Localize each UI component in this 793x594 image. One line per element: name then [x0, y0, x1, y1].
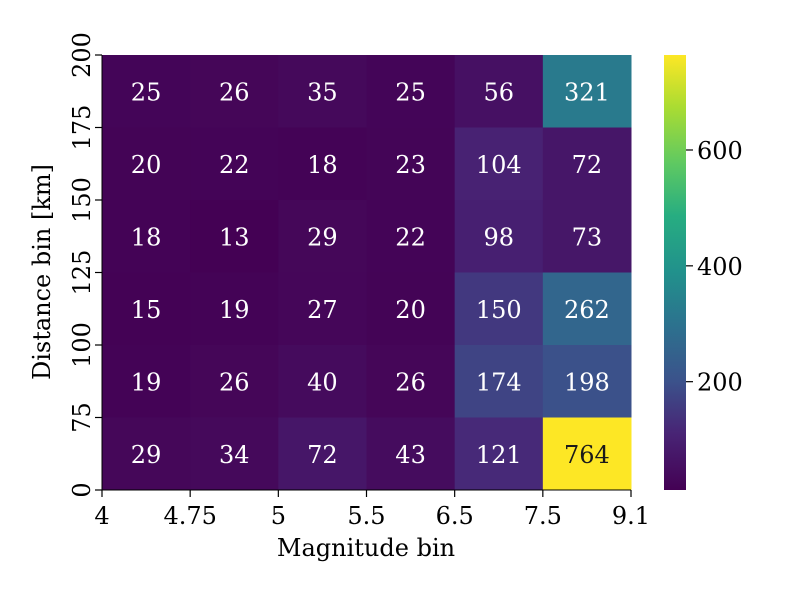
heatmap-cell	[102, 55, 191, 128]
heatmap-cell	[190, 200, 279, 273]
cell-annotations: 25 26 35 25 56 321 20 22 18 23 104 72 18 13 29 22 98 73 15…	[131, 78, 610, 469]
heatmap-cell	[454, 345, 544, 418]
heatmap-cell	[102, 417, 191, 491]
cell-value-label: 26	[219, 368, 250, 396]
heatmap-cell	[454, 200, 544, 273]
cell-value-label: 26	[395, 368, 426, 396]
heatmap-cell	[542, 55, 632, 128]
cell-value-label: 104	[476, 151, 522, 179]
heatmap-cell	[454, 127, 544, 201]
heatmap-cell	[454, 417, 544, 491]
heatmap-cell	[454, 55, 544, 128]
y-tick-label: 200	[68, 32, 96, 78]
y-tick-label: 150	[68, 177, 96, 223]
cell-value-label: 22	[395, 223, 426, 251]
heatmap-cell	[454, 272, 544, 346]
x-tick-label: 9.1	[612, 502, 650, 530]
cell-value-label: 121	[476, 441, 522, 469]
x-tick-label: 4	[94, 502, 109, 530]
cell-value-label: 18	[131, 223, 162, 251]
heatmap-cell	[366, 55, 456, 128]
cell-value-label: 25	[131, 78, 162, 106]
x-tick-label: 7.5	[524, 502, 562, 530]
cell-value-label: 22	[219, 151, 250, 179]
cell-value-label: 18	[307, 151, 338, 179]
x-tick-label: 5.5	[347, 502, 385, 530]
heatmap-cell	[366, 345, 456, 418]
cell-value-label: 321	[564, 78, 610, 106]
y-tick-label: 100	[68, 322, 96, 368]
cell-value-label: 764	[564, 441, 610, 469]
heatmap-cell	[102, 272, 191, 346]
x-tick-label: 6.5	[436, 502, 474, 530]
cell-value-label: 73	[572, 223, 603, 251]
cell-value-label: 35	[307, 78, 338, 106]
heatmap-cell	[278, 272, 367, 346]
cell-value-label: 262	[564, 296, 610, 324]
cell-value-label: 29	[307, 223, 338, 251]
cell-value-label: 20	[395, 296, 426, 324]
cell-value-label: 23	[395, 151, 426, 179]
cell-value-label: 19	[219, 296, 250, 324]
cell-value-label: 72	[307, 441, 338, 469]
cell-value-label: 15	[131, 296, 162, 324]
heatmap-cell	[366, 200, 456, 273]
heatmap-cell	[190, 127, 279, 201]
y-tick-label: 75	[68, 402, 96, 433]
heatmap-cell	[278, 200, 367, 273]
heatmap-cell	[542, 417, 632, 491]
colorbar-tick-label: 200	[697, 369, 743, 397]
heatmap-cell	[278, 127, 367, 201]
colorbar-tick-label: 400	[697, 253, 743, 281]
cell-value-label: 43	[395, 441, 426, 469]
heatmap-cell	[366, 127, 456, 201]
heatmap-cells	[102, 55, 632, 491]
cell-value-label: 34	[219, 441, 250, 469]
heatmap-cell	[190, 417, 279, 491]
cell-value-label: 56	[483, 78, 514, 106]
colorbar-tick-label: 600	[697, 137, 743, 165]
cell-value-label: 19	[131, 368, 162, 396]
heatmap-cell	[542, 345, 632, 418]
cell-value-label: 26	[219, 78, 250, 106]
x-tick-label: 5	[271, 502, 286, 530]
cell-value-label: 40	[307, 368, 338, 396]
y-axis-label: Distance bin [km]	[28, 164, 56, 380]
heatmap-cell	[278, 417, 367, 491]
heatmap-cell	[190, 272, 279, 346]
y-axis: 0 75 100 125 150 175 200	[68, 32, 103, 498]
y-tick-label: 175	[68, 105, 96, 151]
y-tick-label: 125	[68, 250, 96, 296]
cell-value-label: 29	[131, 441, 162, 469]
y-tick-label: 0	[68, 482, 96, 497]
heatmap-cell	[190, 345, 279, 418]
cell-value-label: 20	[131, 151, 162, 179]
heatmap-cell	[366, 272, 456, 346]
heatmap-cell	[366, 417, 456, 491]
heatmap-cell	[102, 345, 191, 418]
cell-value-label: 98	[483, 223, 514, 251]
cell-value-label: 27	[307, 296, 338, 324]
heatmap-cell	[190, 55, 279, 128]
heatmap-cell	[102, 127, 191, 201]
heatmap-cell	[542, 200, 632, 273]
colorbar-ticks: 200 400 600	[686, 137, 743, 397]
heatmap-cell	[102, 200, 191, 273]
colorbar	[664, 55, 686, 490]
cell-value-label: 150	[476, 296, 522, 324]
cell-value-label: 174	[476, 368, 522, 396]
cell-value-label: 13	[219, 223, 250, 251]
cell-value-label: 25	[395, 78, 426, 106]
heatmap-cell	[542, 127, 632, 201]
heatmap-cell	[542, 272, 632, 346]
heatmap-cell	[278, 345, 367, 418]
heatmap-cell	[278, 55, 367, 128]
x-axis: 4 4.75 5 5.5 6.5 7.5 9.1	[94, 489, 650, 530]
cell-value-label: 72	[572, 151, 603, 179]
cell-value-label: 198	[564, 368, 610, 396]
x-axis-label: Magnitude bin	[277, 534, 455, 562]
x-tick-label: 4.75	[163, 502, 216, 530]
